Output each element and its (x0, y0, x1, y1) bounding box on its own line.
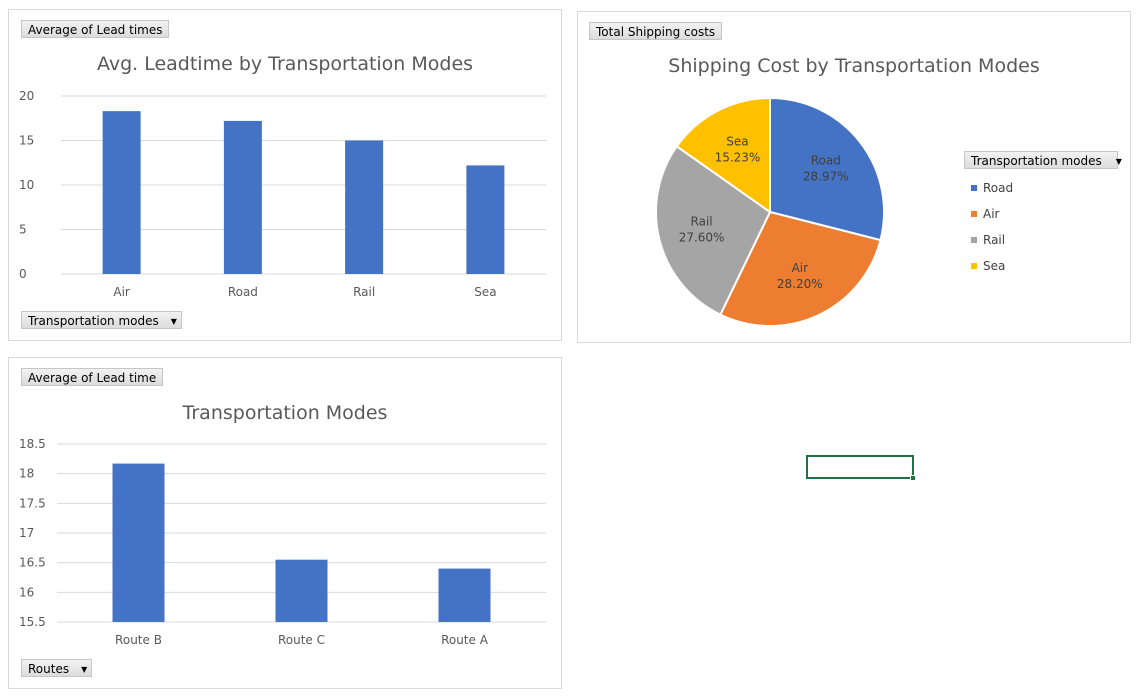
pie-legend: Road Air Rail Sea (964, 175, 1013, 279)
x-tick-label: Rail (353, 285, 375, 299)
x-tick-label: Sea (474, 285, 496, 299)
slice-percent: 27.60% (679, 231, 725, 245)
slice-label: Air (792, 261, 809, 275)
y-tick-label: 15.5 (19, 615, 46, 629)
y-tick-label: 15 (19, 134, 34, 148)
y-tick-label: 16.5 (19, 556, 46, 570)
bar-sea (466, 165, 505, 274)
dropdown-arrow-icon[interactable]: ▼ (81, 664, 88, 674)
y-tick-label: 16 (19, 585, 34, 599)
fill-handle[interactable] (910, 475, 916, 481)
slice-label: Sea (726, 134, 748, 148)
legend-swatch-air (971, 211, 977, 217)
pie-chart-plot: Road 28.97% Air 28.20% Rail 27.60% Sea 15.23% (655, 96, 885, 327)
legend-label: Rail (983, 233, 1006, 247)
pie-slice-road (769, 96, 885, 242)
legend-label: Sea (983, 259, 1006, 273)
value-field-button[interactable]: Average of Lead times (21, 20, 170, 38)
legend-swatch-road (971, 185, 977, 191)
slice-label: Rail (691, 215, 713, 229)
selected-cell[interactable] (806, 455, 914, 479)
legend-label: Air (983, 207, 1000, 221)
value-field-button[interactable]: Average of Lead time (21, 368, 164, 386)
x-tick-label: Route C (278, 633, 325, 647)
x-tick-label: Road (228, 285, 258, 299)
value-field-button[interactable]: Total Shipping costs (589, 22, 723, 40)
bar-chart-plot: 18.5 18 17.5 17 16.5 16 15.5 Route B Route C Rout… (19, 437, 546, 647)
legend-swatch-sea (971, 263, 977, 269)
legend-field-button[interactable]: Transportation modes ▼ (964, 151, 1122, 169)
pie-slice-rail (655, 144, 772, 316)
leadtime-by-mode-chart[interactable]: Average of Lead times Avg. Leadtime by T… (8, 9, 562, 341)
leadtime-by-route-chart[interactable]: Average of Lead time Transportation Mode… (8, 357, 562, 689)
bar-route-a (438, 568, 491, 622)
slice-percent: 15.23% (715, 150, 761, 164)
pie-slice-air (719, 210, 882, 327)
legend-label: Road (983, 181, 1014, 195)
chart-title: Avg. Leadtime by Transportation Modes (96, 53, 474, 75)
shipping-cost-chart[interactable]: Total Shipping costs Shipping Cost by Tr… (577, 11, 1131, 343)
slice-percent: 28.97% (803, 170, 849, 184)
y-tick-label: 20 (19, 89, 34, 103)
axis-field-label: Transportation modes (28, 314, 159, 328)
legend-item: Road (964, 175, 1013, 201)
legend-field-label: Transportation modes (971, 154, 1102, 168)
bar-rail (345, 140, 384, 274)
axis-field-button[interactable]: Routes ▼ (21, 659, 93, 677)
bar-road (223, 120, 262, 274)
y-tick-label: 0 (19, 267, 27, 281)
axis-field-button[interactable]: Transportation modes ▼ (21, 311, 182, 329)
x-tick-label: Route B (115, 633, 162, 647)
bar-route-b (112, 463, 165, 622)
y-tick-label: 5 (19, 223, 27, 237)
legend-swatch-rail (971, 237, 977, 243)
y-tick-label: 17 (19, 526, 34, 540)
chart-title: Shipping Cost by Transportation Modes (668, 55, 1040, 77)
slice-label: Road (811, 154, 841, 168)
x-tick-label: Route A (441, 633, 489, 647)
bar-air (102, 111, 141, 274)
axis-field-label: Routes (28, 662, 70, 676)
y-tick-label: 17.5 (19, 496, 46, 510)
slice-percent: 28.20% (777, 277, 823, 291)
y-tick-label: 18.5 (19, 437, 46, 451)
legend-item: Sea (964, 253, 1013, 279)
legend-item: Rail (964, 227, 1013, 253)
pie-slice-sea (675, 96, 771, 214)
y-tick-label: 18 (19, 467, 34, 481)
dropdown-arrow-icon[interactable]: ▼ (1115, 156, 1122, 166)
legend-item: Air (964, 201, 1013, 227)
dropdown-arrow-icon[interactable]: ▼ (170, 316, 177, 326)
bar-route-c (275, 559, 328, 622)
bar-chart-plot: 20 15 10 5 0 Air Road Rail Sea (19, 89, 546, 299)
x-tick-label: Air (113, 285, 130, 299)
y-tick-label: 10 (19, 178, 34, 192)
chart-title: Transportation Modes (182, 402, 388, 424)
